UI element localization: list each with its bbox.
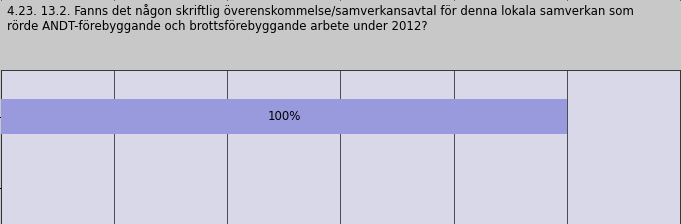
Text: 100%: 100% — [267, 110, 300, 123]
Bar — [1, 99, 567, 134]
Text: 4.23. 13.2. Fanns det någon skriftlig överenskommelse/samverkansavtal för denna : 4.23. 13.2. Fanns det någon skriftlig öv… — [7, 4, 635, 33]
